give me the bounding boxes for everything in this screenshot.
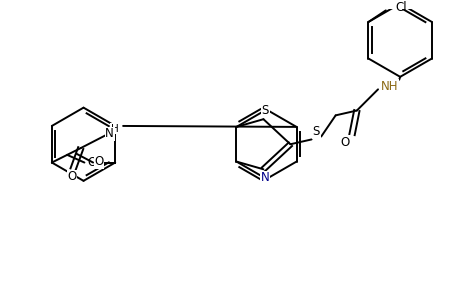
- Text: Cl: Cl: [395, 1, 407, 14]
- Text: NH: NH: [381, 80, 398, 93]
- Text: S: S: [262, 104, 269, 117]
- Text: N: N: [261, 171, 270, 185]
- Text: H: H: [111, 124, 118, 134]
- Text: O: O: [67, 171, 77, 183]
- Text: S: S: [313, 125, 320, 138]
- Text: O: O: [94, 155, 103, 168]
- Text: N: N: [105, 127, 114, 140]
- Text: O: O: [87, 156, 97, 169]
- Text: O: O: [341, 136, 350, 149]
